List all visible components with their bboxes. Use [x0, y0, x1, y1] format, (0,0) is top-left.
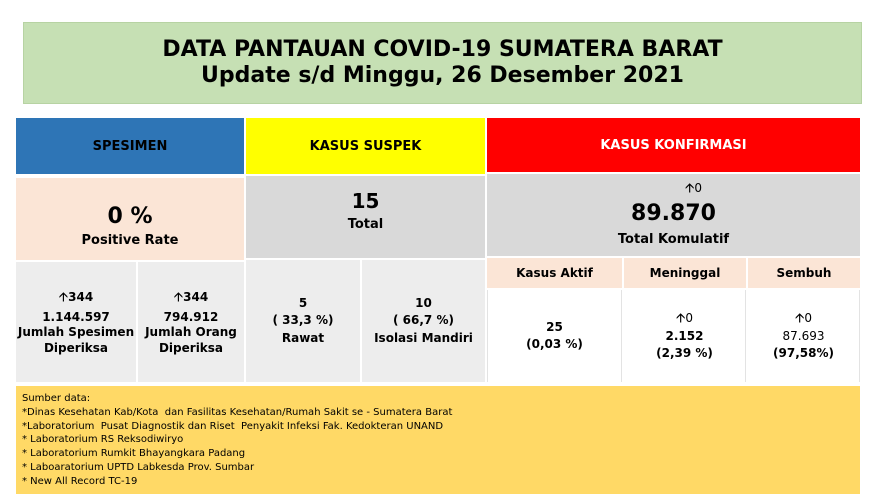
sembuh-header: Sembuh	[748, 258, 860, 288]
source-item: * Laboratorium Rumkit Bhayangkara Padang	[22, 448, 246, 460]
source-item: *Dinas Kesehatan Kab/Kota dan Fasilitas …	[22, 406, 453, 418]
sembuh-value: 87.693	[782, 329, 825, 344]
kasus-aktif-percent: (0,03 %)	[526, 337, 583, 351]
konfirmasi-increase: 🡩0	[685, 179, 702, 201]
source-item: *Laboratorium Pusat Diagnostik dan Riset…	[22, 420, 444, 432]
jumlah-orang-label-2: Diperiksa	[158, 340, 224, 355]
rawat-label: Rawat	[281, 330, 325, 345]
kasus-aktif-card: 25 (0,03 %)	[487, 290, 622, 382]
konfirmasi-increase-value: 0	[694, 181, 702, 195]
spesimen-header: SPESIMEN	[16, 118, 244, 174]
positive-rate-value: 0 %	[107, 204, 153, 229]
sembuh-increase: 🡩0	[795, 311, 812, 327]
title-banner: DATA PANTAUAN COVID-19 SUMATERA BARAT Up…	[23, 22, 862, 104]
kasus-aktif-header: Kasus Aktif	[487, 258, 622, 288]
rawat-value: 5	[298, 295, 308, 310]
jumlah-spesimen-label: Jumlah Spesimen	[17, 325, 135, 340]
jumlah-spesimen-value: 1.144.597	[42, 309, 110, 324]
jumlah-orang-label: Jumlah Orang	[145, 325, 237, 340]
meninggal-header: Meninggal	[624, 258, 746, 288]
sembuh-card: 🡩0 87.693 (97,58%)	[748, 290, 860, 382]
jumlah-spesimen-label-2: Diperiksa	[43, 340, 109, 355]
meninggal-card: 🡩0 2.152 (2,39 %)	[624, 290, 746, 382]
meninggal-increase: 🡩0	[676, 311, 693, 327]
suspek-isolasi-card: 10 ( 66,7 %) Isolasi Mandiri	[362, 260, 485, 382]
jumlah-spesimen-increase: 🡩344	[58, 289, 94, 305]
suspek-total-label: Total	[347, 216, 384, 232]
source-item: * Laboratorium RS Reksodiwiryo	[22, 434, 184, 446]
positive-rate-label: Positive Rate	[81, 233, 179, 248]
konfirmasi-total-label: Total Komulatif	[617, 232, 730, 247]
up-arrow-icon: 🡩	[58, 289, 69, 305]
meninggal-percent: (2,39 %)	[656, 346, 713, 361]
jumlah-spesimen-card: 🡩344 1.144.597 Jumlah Spesimen Diperiksa	[16, 262, 136, 382]
up-arrow-icon: 🡩	[676, 311, 686, 327]
isolasi-value: 10	[415, 295, 432, 310]
konfirmasi-total-value: 89.870	[631, 201, 716, 226]
jumlah-orang-increase: 🡩344	[173, 289, 209, 305]
jumlah-orang-card: 🡩344 794.912 Jumlah Orang Diperiksa	[138, 262, 244, 382]
sembuh-percent: (97,58%)	[773, 346, 834, 361]
page-title: DATA PANTAUAN COVID-19 SUMATERA BARAT	[162, 37, 723, 63]
suspek-total-card: 15 Total	[246, 176, 485, 258]
kasus-aktif-value: 25	[546, 320, 563, 335]
konfirmasi-header: KASUS KONFIRMASI	[487, 118, 860, 172]
isolasi-percent: ( 66,7 %)	[393, 313, 454, 328]
suspek-rawat-card: 5 ( 33,3 %) Rawat	[246, 260, 360, 382]
positive-rate-card: 0 % Positive Rate	[16, 178, 244, 260]
sources-box: Sumber data: *Dinas Kesehatan Kab/Kota d…	[16, 386, 860, 494]
rawat-percent: ( 33,3 %)	[272, 313, 334, 328]
up-arrow-icon: 🡩	[685, 181, 695, 196]
suspek-total-value: 15	[351, 188, 380, 213]
konfirmasi-total-card: 🡩0 89.870 Total Komulatif	[487, 174, 860, 256]
page-subtitle: Update s/d Minggu, 26 Desember 2021	[201, 63, 684, 88]
source-item: * Laboaratorium UPTD Labkesda Prov. Sumb…	[22, 461, 255, 473]
suspek-header: KASUS SUSPEK	[246, 118, 485, 174]
jumlah-orang-value: 794.912	[163, 309, 219, 324]
up-arrow-icon: 🡩	[795, 311, 805, 327]
source-item: * New All Record TC-19	[22, 475, 138, 487]
meninggal-value: 2.152	[665, 329, 704, 344]
up-arrow-icon: 🡩	[173, 289, 184, 305]
isolasi-label: Isolasi Mandiri	[374, 330, 473, 345]
sources-title: Sumber data:	[22, 393, 91, 404]
